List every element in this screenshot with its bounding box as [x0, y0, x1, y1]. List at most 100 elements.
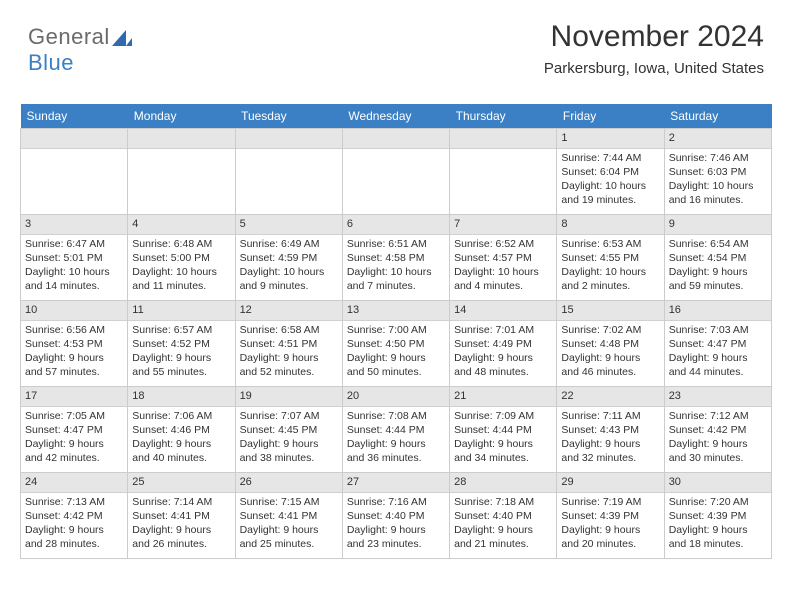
calendar-cell: 24Sunrise: 7:13 AMSunset: 4:42 PMDayligh…	[21, 473, 128, 559]
day-data: Sunrise: 7:02 AMSunset: 4:48 PMDaylight:…	[557, 321, 663, 384]
day-data: Sunrise: 6:58 AMSunset: 4:51 PMDaylight:…	[236, 321, 342, 384]
sunrise-line: Sunrise: 6:52 AM	[454, 237, 552, 251]
sunset-line: Sunset: 4:43 PM	[561, 423, 659, 437]
daylight-line: Daylight: 9 hours and 48 minutes.	[454, 351, 552, 379]
sunrise-line: Sunrise: 7:15 AM	[240, 495, 338, 509]
empty-daynum	[236, 129, 342, 149]
sunrise-line: Sunrise: 6:51 AM	[347, 237, 445, 251]
sunset-line: Sunset: 4:58 PM	[347, 251, 445, 265]
daylight-line: Daylight: 9 hours and 59 minutes.	[669, 265, 767, 293]
day-data: Sunrise: 6:52 AMSunset: 4:57 PMDaylight:…	[450, 235, 556, 298]
calendar-cell	[342, 129, 449, 215]
day-number: 9	[665, 215, 771, 235]
sunset-line: Sunset: 4:44 PM	[347, 423, 445, 437]
daylight-line: Daylight: 9 hours and 25 minutes.	[240, 523, 338, 551]
calendar-cell: 21Sunrise: 7:09 AMSunset: 4:44 PMDayligh…	[450, 387, 557, 473]
sunrise-line: Sunrise: 7:16 AM	[347, 495, 445, 509]
calendar-cell: 5Sunrise: 6:49 AMSunset: 4:59 PMDaylight…	[235, 215, 342, 301]
daylight-line: Daylight: 9 hours and 50 minutes.	[347, 351, 445, 379]
day-number: 4	[128, 215, 234, 235]
sunset-line: Sunset: 6:03 PM	[669, 165, 767, 179]
sunset-line: Sunset: 4:44 PM	[454, 423, 552, 437]
daylight-line: Daylight: 10 hours and 4 minutes.	[454, 265, 552, 293]
day-data: Sunrise: 6:49 AMSunset: 4:59 PMDaylight:…	[236, 235, 342, 298]
calendar-row: 1Sunrise: 7:44 AMSunset: 6:04 PMDaylight…	[21, 129, 772, 215]
calendar-cell: 9 Sunrise: 6:54 AMSunset: 4:54 PMDaylight…	[664, 215, 771, 301]
day-data: Sunrise: 6:53 AMSunset: 4:55 PMDaylight:…	[557, 235, 663, 298]
sunrise-line: Sunrise: 7:08 AM	[347, 409, 445, 423]
day-number: 17	[21, 387, 127, 407]
calendar-cell: 29Sunrise: 7:19 AMSunset: 4:39 PMDayligh…	[557, 473, 664, 559]
calendar-cell: 12Sunrise: 6:58 AMSunset: 4:51 PMDayligh…	[235, 301, 342, 387]
day-number: 20	[343, 387, 449, 407]
daylight-line: Daylight: 9 hours and 46 minutes.	[561, 351, 659, 379]
day-number: 30	[665, 473, 771, 493]
day-data: Sunrise: 7:11 AMSunset: 4:43 PMDaylight:…	[557, 407, 663, 470]
day-data: Sunrise: 6:48 AMSunset: 5:00 PMDaylight:…	[128, 235, 234, 298]
sunset-line: Sunset: 4:39 PM	[669, 509, 767, 523]
calendar-cell: 19Sunrise: 7:07 AMSunset: 4:45 PMDayligh…	[235, 387, 342, 473]
day-data: Sunrise: 7:00 AMSunset: 4:50 PMDaylight:…	[343, 321, 449, 384]
daylight-line: Daylight: 10 hours and 16 minutes.	[669, 179, 767, 207]
sunrise-line: Sunrise: 7:01 AM	[454, 323, 552, 337]
brand-logo: General Blue	[28, 24, 132, 76]
day-number: 14	[450, 301, 556, 321]
day-number: 11	[128, 301, 234, 321]
sunrise-line: Sunrise: 6:54 AM	[669, 237, 767, 251]
sunrise-line: Sunrise: 7:18 AM	[454, 495, 552, 509]
calendar-cell: 25Sunrise: 7:14 AMSunset: 4:41 PMDayligh…	[128, 473, 235, 559]
sunset-line: Sunset: 5:00 PM	[132, 251, 230, 265]
empty-daynum	[21, 129, 127, 149]
sunrise-line: Sunrise: 6:58 AM	[240, 323, 338, 337]
calendar-cell: 8Sunrise: 6:53 AMSunset: 4:55 PMDaylight…	[557, 215, 664, 301]
page-title: November 2024	[544, 20, 764, 54]
day-data: Sunrise: 7:16 AMSunset: 4:40 PMDaylight:…	[343, 493, 449, 556]
daylight-line: Daylight: 9 hours and 21 minutes.	[454, 523, 552, 551]
day-number: 25	[128, 473, 234, 493]
sunset-line: Sunset: 4:41 PM	[132, 509, 230, 523]
daylight-line: Daylight: 10 hours and 7 minutes.	[347, 265, 445, 293]
sunset-line: Sunset: 4:52 PM	[132, 337, 230, 351]
sunset-line: Sunset: 4:57 PM	[454, 251, 552, 265]
calendar-cell: 6Sunrise: 6:51 AMSunset: 4:58 PMDaylight…	[342, 215, 449, 301]
daylight-line: Daylight: 9 hours and 23 minutes.	[347, 523, 445, 551]
sunset-line: Sunset: 4:54 PM	[669, 251, 767, 265]
sunset-line: Sunset: 4:55 PM	[561, 251, 659, 265]
day-number: 23	[665, 387, 771, 407]
sunrise-line: Sunrise: 7:46 AM	[669, 151, 767, 165]
sunrise-line: Sunrise: 7:19 AM	[561, 495, 659, 509]
daylight-line: Daylight: 9 hours and 55 minutes.	[132, 351, 230, 379]
day-data: Sunrise: 6:57 AMSunset: 4:52 PMDaylight:…	[128, 321, 234, 384]
calendar-cell: 13Sunrise: 7:00 AMSunset: 4:50 PMDayligh…	[342, 301, 449, 387]
weekday-header: Thursday	[450, 104, 557, 129]
sunset-line: Sunset: 4:47 PM	[669, 337, 767, 351]
sunset-line: Sunset: 4:39 PM	[561, 509, 659, 523]
calendar-cell: 1Sunrise: 7:44 AMSunset: 6:04 PMDaylight…	[557, 129, 664, 215]
sunrise-line: Sunrise: 6:57 AM	[132, 323, 230, 337]
day-number: 18	[128, 387, 234, 407]
sunrise-line: Sunrise: 6:49 AM	[240, 237, 338, 251]
calendar-cell: 2Sunrise: 7:46 AMSunset: 6:03 PMDaylight…	[664, 129, 771, 215]
calendar-cell: 7Sunrise: 6:52 AMSunset: 4:57 PMDaylight…	[450, 215, 557, 301]
day-number: 5	[236, 215, 342, 235]
day-number: 13	[343, 301, 449, 321]
daylight-line: Daylight: 9 hours and 20 minutes.	[561, 523, 659, 551]
day-data: Sunrise: 7:15 AMSunset: 4:41 PMDaylight:…	[236, 493, 342, 556]
day-number: 12	[236, 301, 342, 321]
calendar-cell	[21, 129, 128, 215]
calendar-cell: 14Sunrise: 7:01 AMSunset: 4:49 PMDayligh…	[450, 301, 557, 387]
day-number: 21	[450, 387, 556, 407]
sunset-line: Sunset: 4:42 PM	[25, 509, 123, 523]
sunrise-line: Sunrise: 7:20 AM	[669, 495, 767, 509]
sunset-line: Sunset: 4:59 PM	[240, 251, 338, 265]
calendar-row: 17Sunrise: 7:05 AMSunset: 4:47 PMDayligh…	[21, 387, 772, 473]
day-data: Sunrise: 7:06 AMSunset: 4:46 PMDaylight:…	[128, 407, 234, 470]
sunset-line: Sunset: 4:48 PM	[561, 337, 659, 351]
calendar-cell: 28Sunrise: 7:18 AMSunset: 4:40 PMDayligh…	[450, 473, 557, 559]
day-number: 15	[557, 301, 663, 321]
day-data: Sunrise: 7:07 AMSunset: 4:45 PMDaylight:…	[236, 407, 342, 470]
sunset-line: Sunset: 4:46 PM	[132, 423, 230, 437]
brand-part1: General	[28, 24, 110, 49]
calendar-cell: 4Sunrise: 6:48 AMSunset: 5:00 PMDaylight…	[128, 215, 235, 301]
daylight-line: Daylight: 9 hours and 32 minutes.	[561, 437, 659, 465]
